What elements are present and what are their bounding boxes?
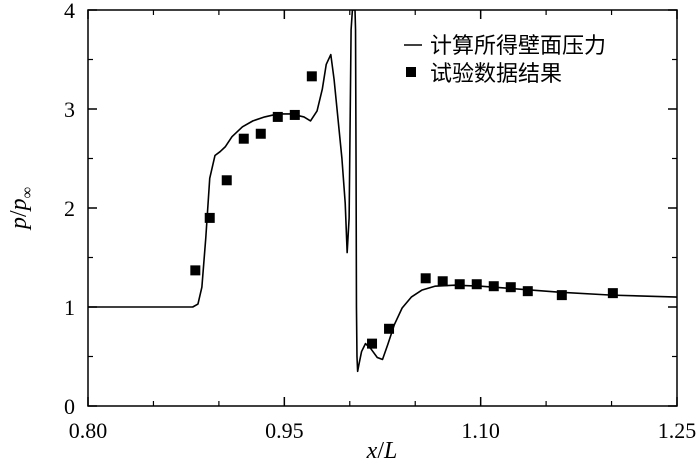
y-axis-label: p/p∞ bbox=[6, 187, 36, 231]
experimental-point bbox=[437, 276, 448, 287]
experimental-point bbox=[204, 212, 215, 223]
ticks-layer: 0.80 0.95 1.10 1.25 0 1 2 3 4 bbox=[64, 0, 696, 443]
experimental-point bbox=[190, 265, 201, 276]
experimental-point bbox=[272, 111, 283, 122]
experimental-point bbox=[454, 279, 465, 290]
y-tick-label: 1 bbox=[64, 295, 75, 320]
legend-square-marker bbox=[406, 67, 416, 77]
series-layer bbox=[88, 10, 677, 373]
plot-clip-group bbox=[88, 10, 677, 373]
experimental-point bbox=[556, 290, 567, 301]
experimental-point bbox=[522, 286, 533, 297]
x-tick-label: 0.80 bbox=[69, 418, 108, 443]
experimental-point bbox=[505, 282, 516, 293]
experimental-point bbox=[420, 273, 431, 284]
experimental-point bbox=[488, 281, 499, 292]
y-tick-label: 2 bbox=[64, 196, 75, 221]
x-axis-label: x/L bbox=[366, 438, 398, 464]
y-tick-label: 4 bbox=[64, 0, 75, 23]
experimental-point bbox=[306, 71, 317, 82]
x-tick-label: 0.95 bbox=[265, 418, 304, 443]
experimental-point bbox=[384, 323, 395, 334]
experimental-point bbox=[255, 128, 266, 139]
experimental-point bbox=[221, 175, 232, 186]
experimental-point bbox=[471, 279, 482, 290]
legend: 计算所得壁面压力 试验数据结果 bbox=[404, 34, 606, 87]
computed-pressure-line bbox=[88, 10, 677, 373]
legend-label-scatter: 试验数据结果 bbox=[430, 62, 562, 87]
experimental-point bbox=[238, 133, 249, 144]
legend-label-line: 计算所得壁面压力 bbox=[430, 34, 606, 59]
x-tick-label: 1.25 bbox=[658, 418, 697, 443]
experimental-point bbox=[367, 338, 378, 349]
y-tick-label: 0 bbox=[64, 394, 75, 419]
experimental-point bbox=[289, 109, 300, 120]
x-tick-label: 1.10 bbox=[461, 418, 500, 443]
experimental-point bbox=[607, 288, 618, 299]
plot-frame bbox=[87, 9, 678, 407]
y-tick-label: 3 bbox=[64, 97, 75, 122]
